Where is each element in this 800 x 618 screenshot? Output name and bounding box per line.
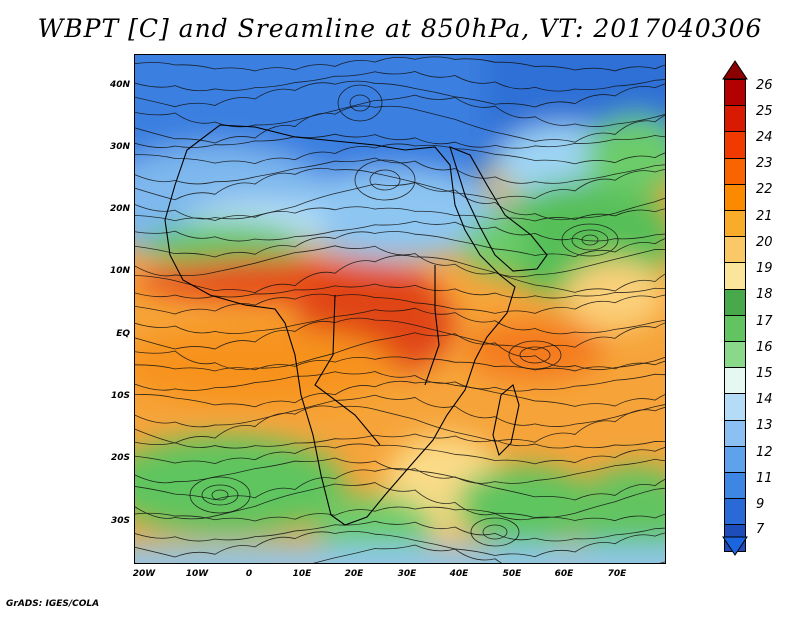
lon-label-30e: 30E <box>397 569 417 579</box>
wbpt-field <box>135 55 665 563</box>
chart-title: WBPT [C] and Sreamline at 850hPa, VT: 20… <box>37 14 763 43</box>
colorbar-swatch <box>724 498 746 526</box>
lat-label-20s: 20S <box>110 453 130 463</box>
lon-label-20e: 20E <box>344 569 364 579</box>
streamline <box>135 231 665 258</box>
streamline <box>135 371 665 392</box>
colorbar-label: 26 <box>756 78 773 93</box>
streamline <box>135 80 665 108</box>
streamline <box>135 506 665 522</box>
streamline <box>135 105 665 144</box>
lon-label-60e: 60E <box>554 569 574 579</box>
streamline <box>135 544 665 563</box>
lat-label-30n: 30N <box>109 142 130 152</box>
streamline <box>135 394 665 428</box>
streamline <box>135 167 665 201</box>
colorbar-swatch <box>724 236 746 264</box>
colorbar-swatch <box>724 419 746 447</box>
streamline <box>135 143 665 165</box>
colorbar-swatch <box>724 445 746 473</box>
streamline <box>135 157 665 185</box>
colorbar-swatch <box>724 393 746 421</box>
streamline <box>135 482 665 521</box>
streamline <box>135 380 665 408</box>
streamline <box>135 94 665 128</box>
streamline <box>135 332 665 371</box>
streamline <box>135 443 665 465</box>
lat-label-10s: 10S <box>110 391 130 401</box>
colorbar-swatch <box>724 105 746 133</box>
streamline <box>135 133 665 149</box>
colorbar-label: 17 <box>756 314 773 329</box>
colorbar-top-arrow <box>722 60 748 80</box>
colorbar-label: 9 <box>756 497 765 512</box>
colorbar-swatch <box>724 367 746 395</box>
streamline <box>135 467 665 501</box>
lon-label-70e: 70E <box>607 569 627 579</box>
lat-label-30s: 30S <box>110 516 130 526</box>
colorbar-swatch <box>724 210 746 238</box>
colorbar-label: 15 <box>756 366 773 381</box>
lat-label-eq: EQ <box>116 329 130 339</box>
colorbar-label: 12 <box>756 445 773 460</box>
streamline <box>135 56 665 72</box>
colorbar-bottom-arrow <box>722 536 748 556</box>
colorbar-label: 16 <box>756 340 773 355</box>
colorbar-swatch <box>724 472 746 500</box>
colorbar-swatch <box>724 341 746 369</box>
colorbar-label: 7 <box>756 522 765 537</box>
streamline <box>135 206 665 222</box>
lon-label-20w: 20W <box>132 569 156 579</box>
streamline <box>135 71 665 92</box>
streamline <box>135 356 665 372</box>
colorbar-swatch <box>724 131 746 159</box>
coastline <box>164 124 548 526</box>
lat-label-40n: 40N <box>109 80 130 90</box>
streamline <box>135 317 665 351</box>
colorbar-label: 20 <box>756 235 773 250</box>
streamline <box>135 245 665 278</box>
colorbar-label: 18 <box>756 287 773 302</box>
streamline <box>135 254 665 294</box>
colorbar-label: 11 <box>756 471 773 486</box>
colorbar-label: 22 <box>756 182 773 197</box>
streamline <box>135 433 665 449</box>
lon-label-10w: 10W <box>185 569 209 579</box>
colorbar-label: 13 <box>756 418 773 433</box>
streamline <box>135 457 665 484</box>
colorbar-swatch <box>724 262 746 290</box>
colorbar-swatch <box>724 183 746 211</box>
colorbar-swatch <box>724 314 746 342</box>
streamline <box>135 531 665 558</box>
colorbar-swatch <box>724 79 746 107</box>
colorbar-swatch <box>724 157 746 185</box>
streamline <box>135 520 665 542</box>
colorbar-label: 25 <box>756 104 773 119</box>
streamline <box>135 182 665 221</box>
lon-label-0: 0 <box>245 569 253 579</box>
colorbar-label: 24 <box>756 130 773 145</box>
colorbar-label: 23 <box>756 156 773 171</box>
colorbar-label: 21 <box>756 209 773 224</box>
colorbar-swatch <box>724 288 746 316</box>
map-panel <box>134 54 666 564</box>
colorbar-label: 14 <box>756 392 773 407</box>
lat-label-10n: 10N <box>109 266 130 276</box>
streamline <box>135 220 665 242</box>
lon-label-40e: 40E <box>449 569 469 579</box>
lat-label-20n: 20N <box>109 204 130 214</box>
lon-label-10e: 10E <box>292 569 312 579</box>
credit-text: GrADS: IGES/COLA <box>6 599 100 609</box>
colorbar-label: 19 <box>756 261 773 276</box>
lon-label-50e: 50E <box>502 569 522 579</box>
streamline <box>135 405 665 444</box>
